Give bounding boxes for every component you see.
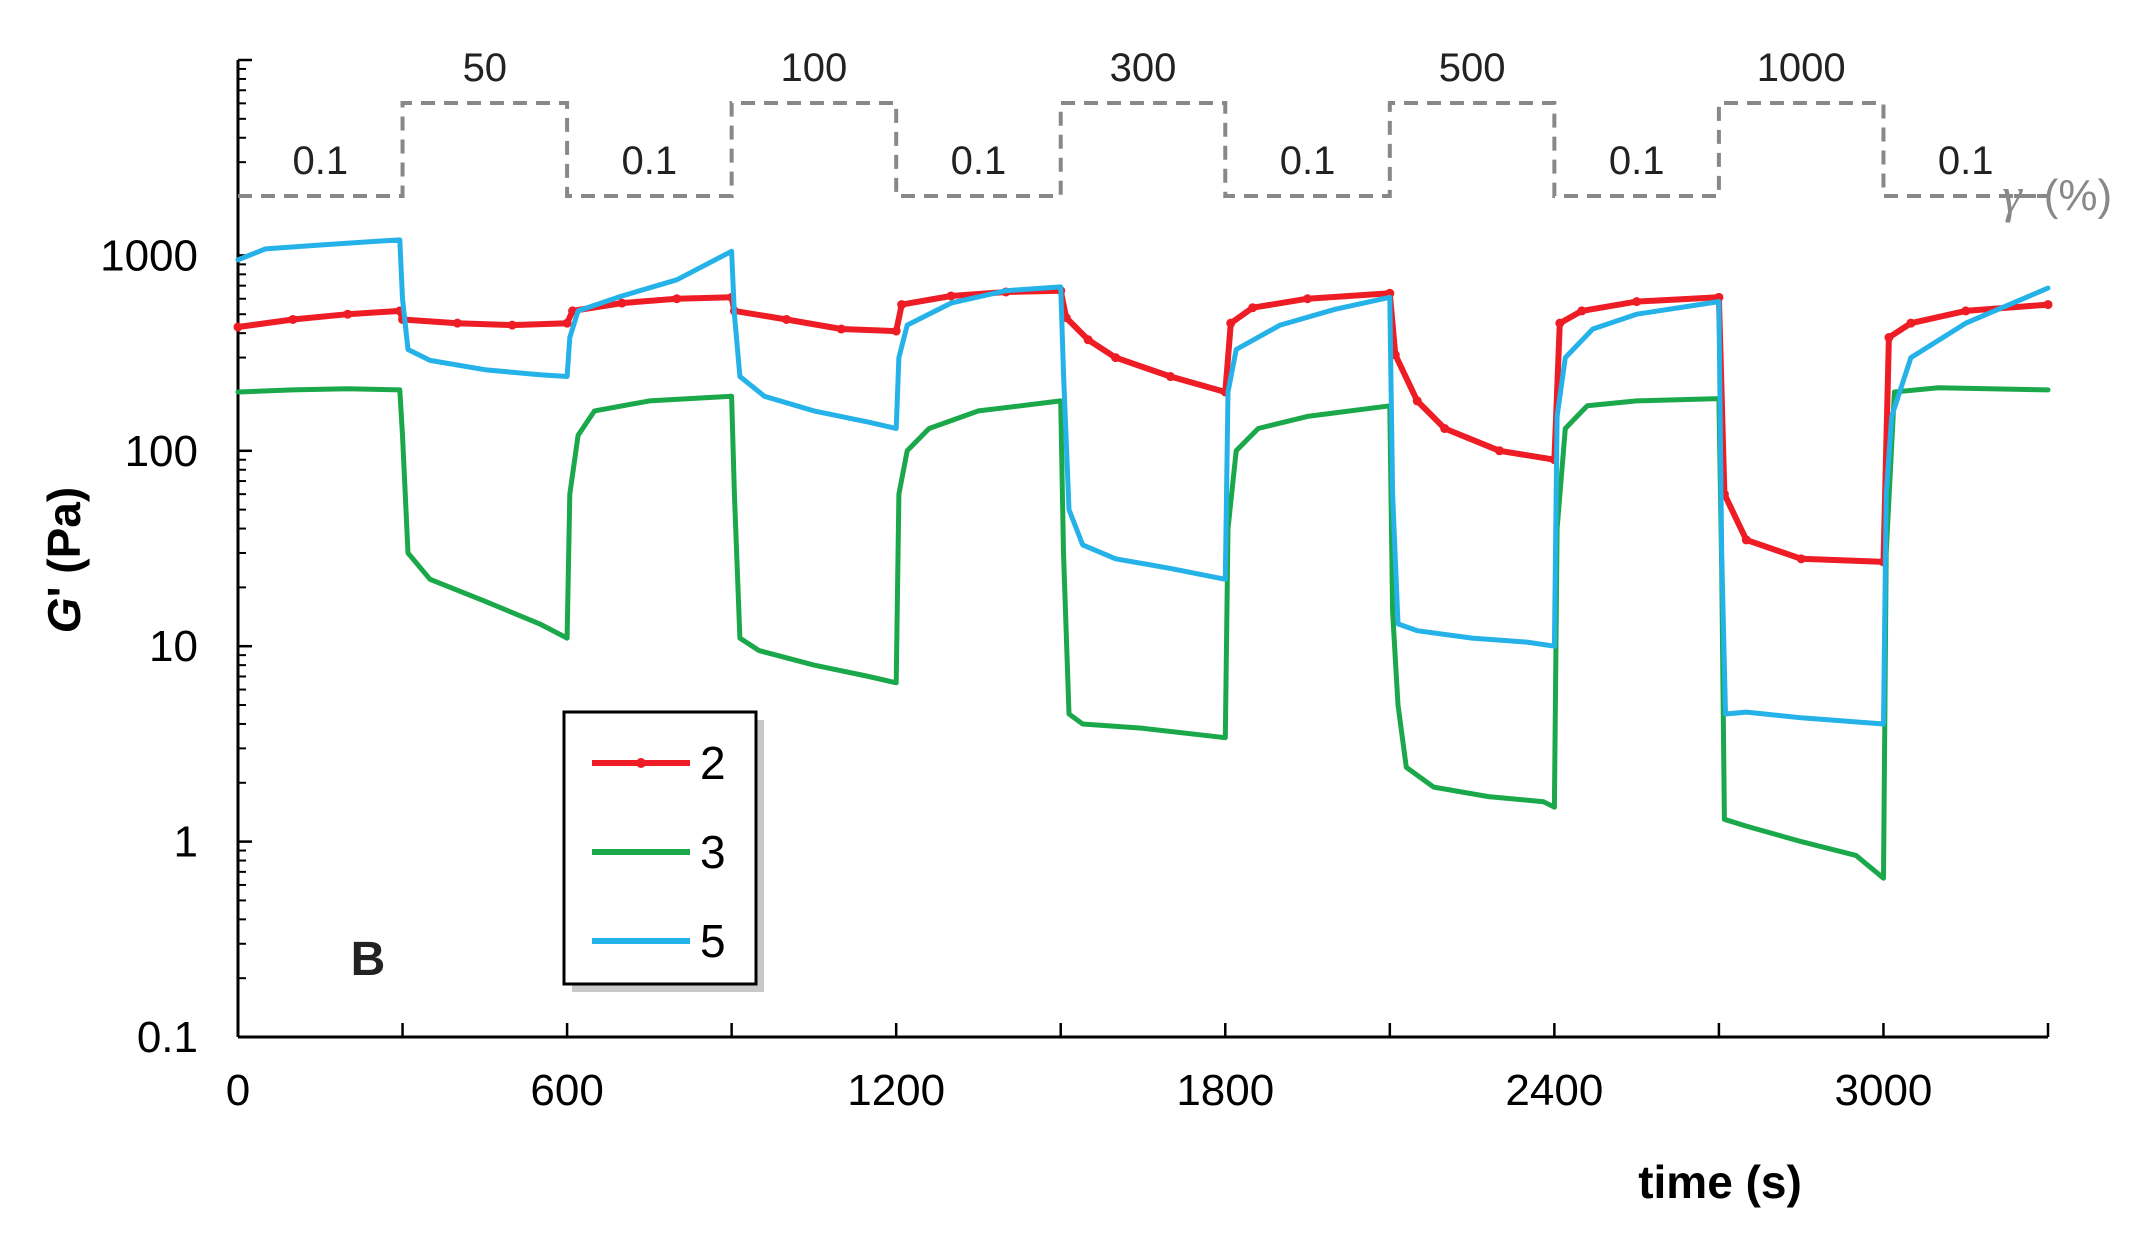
y-tick-label: 0.1 (137, 1013, 198, 1062)
series-2-point (1111, 353, 1121, 363)
strain-label: 100 (781, 46, 848, 90)
series-2-point (2043, 300, 2053, 310)
x-tick-label: 600 (530, 1066, 603, 1115)
strain-label: 50 (463, 46, 508, 90)
strain-unit: (%) (2044, 171, 2112, 220)
series-2-point (562, 318, 572, 328)
legend-label-2: 2 (700, 737, 726, 789)
strain-label: 0.1 (292, 139, 348, 183)
y-tick-label: 1000 (100, 231, 198, 280)
strain-label: 300 (1110, 46, 1177, 90)
strain-symbol: γ (2002, 167, 2023, 223)
series-2-point (288, 314, 298, 324)
x-tick-label: 1800 (1176, 1066, 1274, 1115)
series-2-point (1083, 335, 1093, 345)
x-tick-label: 3000 (1835, 1066, 1933, 1115)
series-2-point (1165, 372, 1175, 382)
x-ticks: 0 600 1200 1800 2400 3000 (226, 1023, 2050, 1115)
series-layer (233, 237, 2053, 881)
panel-label: B (351, 933, 386, 986)
y-axis-title: G' (Pa) (38, 487, 90, 633)
strain-step-line (238, 101, 2048, 198)
strain-label: 0.1 (1609, 139, 1665, 183)
axes (236, 60, 2048, 1039)
legend-label-3: 3 (700, 826, 726, 878)
series-2-point (1884, 333, 1894, 343)
series-2-point (1796, 554, 1806, 564)
y-tick-label: 10 (149, 622, 198, 671)
series-2-point (343, 309, 353, 319)
y-axis-title-rest: ' (Pa) (38, 487, 90, 598)
series-2-point (1555, 318, 1565, 328)
y-tick-label: 100 (125, 427, 198, 476)
series-2-point (672, 294, 682, 304)
series-2-point (617, 298, 627, 308)
strain-label: 1000 (1757, 46, 1846, 90)
series-2-point (1248, 303, 1258, 313)
y-axis-title-italic: G (38, 597, 90, 633)
series-2-point (1495, 446, 1505, 456)
series-2-point (1226, 318, 1236, 328)
series-2-point (836, 324, 846, 334)
series-2-point (1440, 424, 1450, 434)
strain-label: 500 (1439, 46, 1506, 90)
series-3-line (235, 385, 2051, 881)
legend: 2 3 5 (562, 710, 764, 992)
legend-label-5: 5 (700, 915, 726, 967)
series-2-line (235, 287, 2051, 565)
series-2-point (1412, 396, 1422, 406)
series-2-point (1961, 306, 1971, 316)
strain-label: 0.1 (951, 139, 1007, 183)
x-axis-title: time (s) (1638, 1156, 1802, 1208)
x-tick-label: 1200 (847, 1066, 945, 1115)
series-2-point (897, 300, 907, 310)
strain-label: 0.1 (1938, 139, 1994, 183)
series-2-point (946, 291, 956, 301)
legend-marker-2 (636, 758, 646, 768)
series-2-point (452, 318, 462, 328)
strain-profile: 0.1 50 0.1 100 0.1 300 0.1 500 0.1 1000 0.1 (238, 46, 2048, 198)
series-2-point (233, 322, 243, 332)
strain-label: 0.1 (1280, 139, 1336, 183)
series-2-point (1577, 306, 1587, 316)
series-5-line (235, 237, 2051, 727)
x-tick-label: 2400 (1505, 1066, 1603, 1115)
strain-label: 0.1 (622, 139, 678, 183)
y-tick-label: 1 (174, 818, 198, 867)
series-2-point (781, 314, 791, 324)
series-2-point (1632, 297, 1642, 307)
series-2-point (891, 326, 901, 336)
series-2-point (1741, 535, 1751, 545)
x-tick-label: 0 (226, 1066, 250, 1115)
series-2-point (1906, 318, 1916, 328)
series-2-point (507, 320, 517, 330)
y-ticks: 0.1 1 10 100 1000 (100, 58, 252, 1062)
series-2-point (1303, 294, 1313, 304)
